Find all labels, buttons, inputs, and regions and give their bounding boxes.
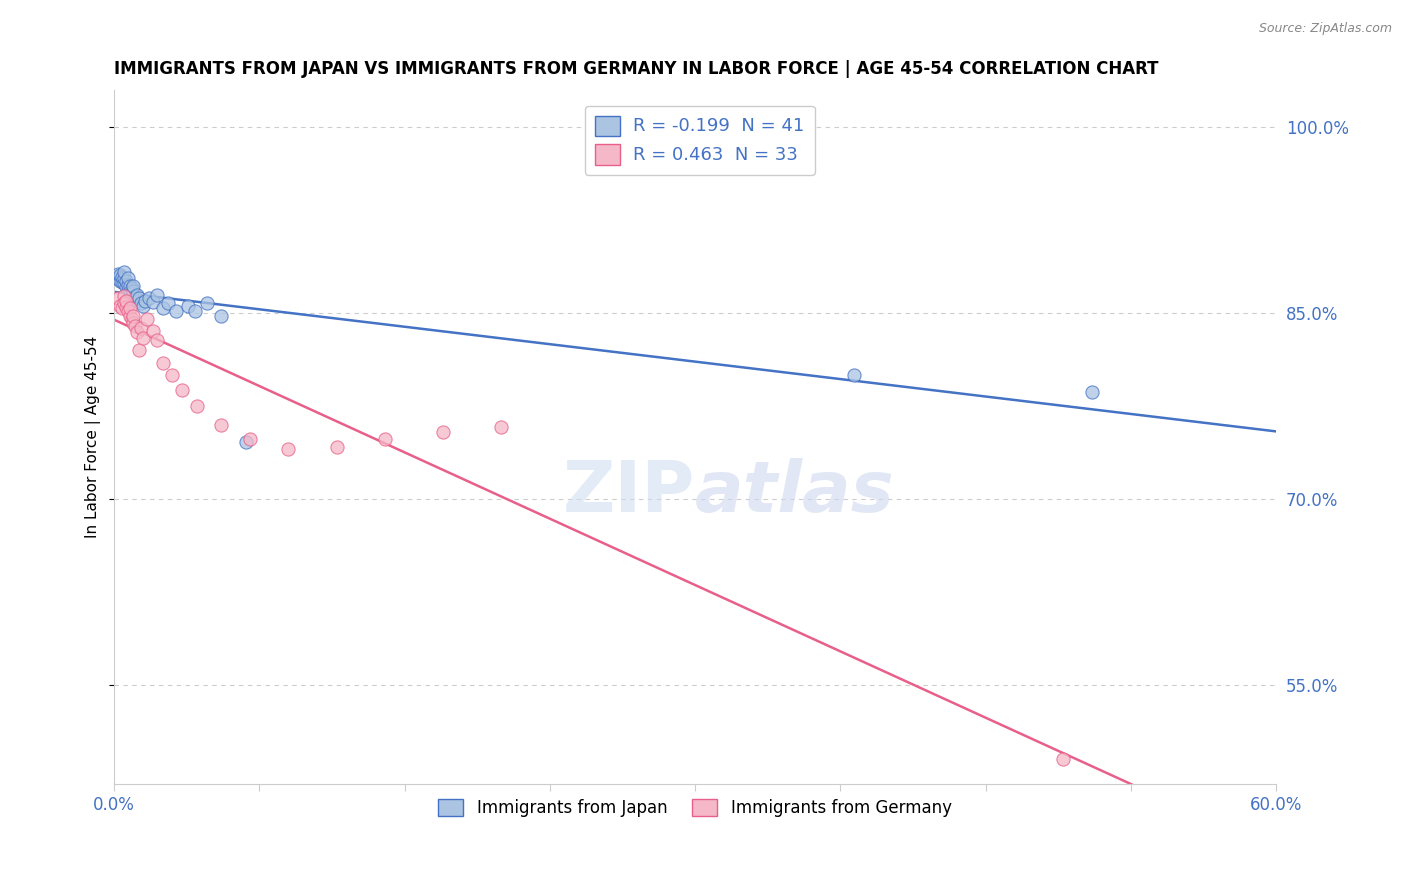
Point — [114, 280, 136, 294]
Point — [124, 318, 146, 333]
Point — [114, 274, 136, 288]
Point — [111, 301, 134, 316]
Point — [177, 299, 200, 313]
Point — [235, 434, 257, 449]
Point — [118, 279, 141, 293]
Point — [277, 442, 299, 457]
Point — [1081, 385, 1104, 400]
Point — [112, 296, 135, 310]
Legend: Immigrants from Japan, Immigrants from Germany: Immigrants from Japan, Immigrants from G… — [432, 792, 959, 824]
Point — [209, 417, 232, 432]
Point — [108, 299, 131, 313]
Point — [112, 271, 135, 285]
Point — [111, 270, 134, 285]
Point — [121, 312, 143, 326]
Text: Source: ZipAtlas.com: Source: ZipAtlas.com — [1258, 22, 1392, 36]
Point — [112, 289, 135, 303]
Point — [165, 303, 187, 318]
Point — [122, 289, 145, 303]
Point — [108, 274, 131, 288]
Point — [129, 296, 152, 310]
Point — [160, 368, 183, 382]
Text: IMMIGRANTS FROM JAPAN VS IMMIGRANTS FROM GERMANY IN LABOR FORCE | AGE 45-54 CORR: IMMIGRANTS FROM JAPAN VS IMMIGRANTS FROM… — [114, 60, 1159, 78]
Point — [142, 324, 165, 338]
Text: atlas: atlas — [695, 458, 894, 527]
Point — [114, 300, 136, 314]
Point — [121, 281, 143, 295]
Point — [118, 309, 141, 323]
Point — [132, 299, 155, 313]
Point — [145, 334, 167, 348]
Point — [107, 291, 129, 305]
Point — [122, 309, 145, 323]
Point — [136, 312, 159, 326]
Point — [118, 284, 141, 298]
Point — [1052, 752, 1074, 766]
Point — [142, 295, 165, 310]
Point — [117, 277, 139, 292]
Point — [122, 284, 145, 298]
Point — [152, 301, 174, 316]
Point — [184, 303, 207, 318]
Point — [326, 440, 349, 454]
Point — [374, 433, 396, 447]
Text: ZIP: ZIP — [562, 458, 695, 527]
Point — [105, 271, 128, 285]
Point — [112, 277, 135, 291]
Point — [128, 291, 150, 305]
Point — [107, 267, 129, 281]
Point — [239, 433, 262, 447]
Point — [117, 303, 139, 318]
Point — [127, 293, 149, 308]
Point — [118, 301, 141, 316]
Point — [138, 291, 160, 305]
Point — [145, 287, 167, 301]
Point — [117, 271, 139, 285]
Point — [129, 321, 152, 335]
Point — [491, 420, 513, 434]
Point — [195, 296, 218, 310]
Point — [152, 356, 174, 370]
Point — [111, 275, 134, 289]
Point — [108, 268, 131, 282]
Point — [127, 325, 149, 339]
Point — [122, 279, 145, 293]
Point — [134, 293, 156, 308]
Point — [124, 290, 146, 304]
Point — [117, 283, 139, 297]
Point — [842, 368, 865, 382]
Point — [132, 331, 155, 345]
Y-axis label: In Labor Force | Age 45-54: In Labor Force | Age 45-54 — [86, 336, 101, 538]
Point — [127, 287, 149, 301]
Point — [114, 293, 136, 308]
Point — [432, 425, 454, 439]
Point — [170, 383, 193, 397]
Point — [122, 316, 145, 330]
Point — [157, 296, 180, 310]
Point — [128, 343, 150, 358]
Point — [209, 309, 232, 323]
Point — [121, 286, 143, 301]
Point — [186, 399, 208, 413]
Point — [112, 265, 135, 279]
